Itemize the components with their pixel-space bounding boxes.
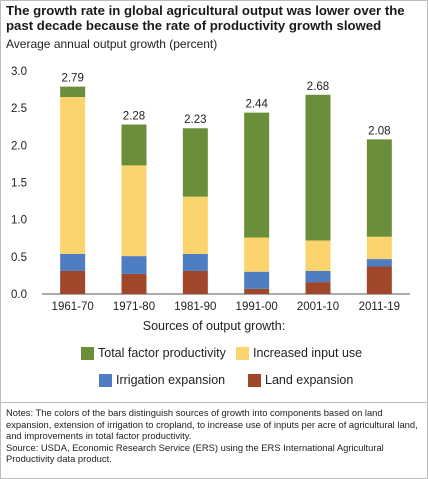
- stacked-bar-chart: 0.0 0.5 1.0 1.5 2.0 2.5 3.0 2.79 1961-70 2.28 1971…: [11, 66, 410, 313]
- bar-segment-land: [121, 273, 147, 294]
- y-tick-label: 1.5: [11, 178, 27, 190]
- bar-segment-input: [366, 236, 392, 260]
- bar-total-label: 2.08: [368, 125, 390, 137]
- bar-total-label: 2.44: [245, 99, 268, 111]
- bar-segment-tfp: [244, 112, 270, 238]
- y-tick-label: 2.0: [11, 140, 27, 152]
- bar-segment-input: [60, 97, 86, 254]
- y-tick-label: 3.0: [11, 66, 27, 78]
- bar-segment-land: [244, 288, 270, 294]
- legend-item-tfp: Total factor productivity: [81, 346, 226, 360]
- bar-segment-land: [182, 270, 208, 294]
- legend-item-land: Land expansion: [248, 373, 353, 387]
- legend-swatch-land: [248, 373, 261, 387]
- y-tick-label: 2.5: [11, 103, 27, 115]
- legend-label-tfp: Total factor productivity: [98, 346, 226, 360]
- source-text: Source: USDA, Economic Research Service …: [6, 441, 384, 465]
- x-tick-label: 1961-70: [52, 301, 94, 313]
- bar-segment-tfp: [60, 86, 86, 98]
- x-tick-label: 2001-10: [297, 301, 339, 313]
- bar-segment-tfp: [305, 94, 331, 241]
- x-tick-label: 1981-90: [174, 301, 216, 313]
- x-tick-label: 1971-80: [113, 301, 155, 313]
- bar-segment-irrigation: [121, 256, 147, 274]
- x-tick-label: 1991-00: [236, 301, 278, 313]
- bar-segment-irrigation: [366, 259, 392, 267]
- bar-segment-irrigation: [244, 271, 270, 289]
- legend-title: Sources of output growth:: [142, 319, 286, 333]
- y-tick-label: 1.0: [11, 215, 27, 227]
- bar-segment-land: [366, 266, 392, 294]
- x-tick-label: 2011-19: [359, 301, 400, 313]
- y-tick-label: 0.0: [11, 289, 27, 301]
- legend-label-input: Increased input use: [253, 346, 363, 360]
- bar-segment-tfp: [182, 128, 208, 197]
- bar-segment-land: [305, 282, 331, 294]
- bar-segment-input: [305, 240, 331, 271]
- legend-item-irrigation: Irrigation expansion: [99, 373, 225, 387]
- legend-label-land: Land expansion: [265, 373, 354, 387]
- bar-segment-tfp: [121, 124, 147, 166]
- bar-segment-input: [182, 196, 208, 254]
- bar-total-label: 2.68: [307, 81, 329, 93]
- bar-total-label: 2.79: [61, 73, 83, 85]
- legend-swatch-irrigation: [99, 373, 112, 387]
- notes-section: Notes: The colors of the bars distinguis…: [0, 402, 428, 479]
- bar-total-label: 2.23: [184, 114, 206, 126]
- y-tick-label: 0.5: [11, 252, 27, 264]
- bar-total-label: 2.28: [123, 111, 145, 123]
- notes-text: Notes: The colors of the bars distinguis…: [6, 407, 418, 442]
- bar-segment-input: [244, 237, 270, 272]
- bar-segment-irrigation: [305, 270, 331, 283]
- y-axis-label: Average annual output growth (percent): [6, 37, 218, 51]
- legend-item-input: Increased input use: [236, 346, 362, 360]
- bar-segment-tfp: [366, 139, 392, 237]
- chart-title: The growth rate in global agricultural o…: [6, 3, 405, 33]
- legend-swatch-tfp: [81, 346, 94, 360]
- bar-segment-input: [121, 165, 147, 257]
- bar-segment-irrigation: [182, 253, 208, 271]
- legend-label-irrigation: Irrigation expansion: [116, 373, 226, 387]
- legend-swatch-input: [236, 346, 249, 360]
- bar-segment-irrigation: [60, 253, 86, 271]
- bar-segment-land: [60, 270, 86, 294]
